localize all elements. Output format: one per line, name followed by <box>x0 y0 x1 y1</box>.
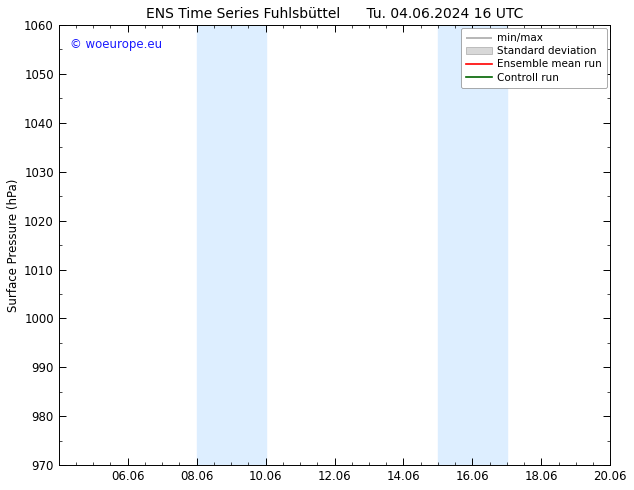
Bar <box>438 25 507 465</box>
Text: © woeurope.eu: © woeurope.eu <box>70 38 162 51</box>
Bar <box>197 25 266 465</box>
Title: ENS Time Series Fuhlsbüttel      Tu. 04.06.2024 16 UTC: ENS Time Series Fuhlsbüttel Tu. 04.06.20… <box>146 7 523 21</box>
Legend: min/max, Standard deviation, Ensemble mean run, Controll run: min/max, Standard deviation, Ensemble me… <box>461 28 607 88</box>
Y-axis label: Surface Pressure (hPa): Surface Pressure (hPa) <box>7 178 20 312</box>
